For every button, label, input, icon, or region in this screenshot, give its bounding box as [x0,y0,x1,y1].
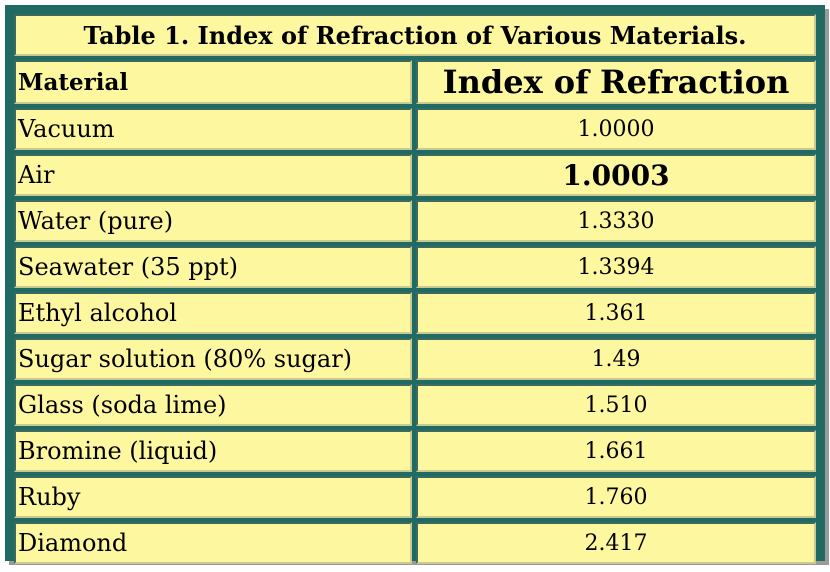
table-row: Diamond 2.417 [14,522,816,564]
index-cell: 1.49 [416,338,816,380]
material-cell: Diamond [14,522,412,564]
index-cell: 1.3394 [416,246,816,288]
index-cell: 1.0003 [416,154,816,196]
index-cell: 1.760 [416,476,816,518]
index-cell: 1.0000 [416,108,816,150]
header-material: Material [14,60,412,104]
index-cell: 1.510 [416,384,816,426]
table-row: Bromine (liquid) 1.661 [14,430,816,472]
material-cell: Sugar solution (80% sugar) [14,338,412,380]
material-cell: Ruby [14,476,412,518]
table-row: Ruby 1.760 [14,476,816,518]
table-caption: Table 1. Index of Refraction of Various … [14,14,816,56]
header-index: Index of Refraction [416,60,816,104]
refraction-table: Table 1. Index of Refraction of Various … [10,10,820,568]
material-cell: Seawater (35 ppt) [14,246,412,288]
table-row: Seawater (35 ppt) 1.3394 [14,246,816,288]
material-cell: Ethyl alcohol [14,292,412,334]
table-row: Ethyl alcohol 1.361 [14,292,816,334]
table-row: Air 1.0003 [14,154,816,196]
header-row: Material Index of Refraction [14,60,816,104]
index-cell: 2.417 [416,522,816,564]
table-row: Sugar solution (80% sugar) 1.49 [14,338,816,380]
index-cell: 1.3330 [416,200,816,242]
index-cell: 1.661 [416,430,816,472]
table-frame: Table 1. Index of Refraction of Various … [5,5,825,564]
table-row: Glass (soda lime) 1.510 [14,384,816,426]
table-row: Water (pure) 1.3330 [14,200,816,242]
table-row: Vacuum 1.0000 [14,108,816,150]
index-cell: 1.361 [416,292,816,334]
material-cell: Air [14,154,412,196]
material-cell: Water (pure) [14,200,412,242]
material-cell: Glass (soda lime) [14,384,412,426]
material-cell: Bromine (liquid) [14,430,412,472]
caption-row: Table 1. Index of Refraction of Various … [14,14,816,56]
material-cell: Vacuum [14,108,412,150]
